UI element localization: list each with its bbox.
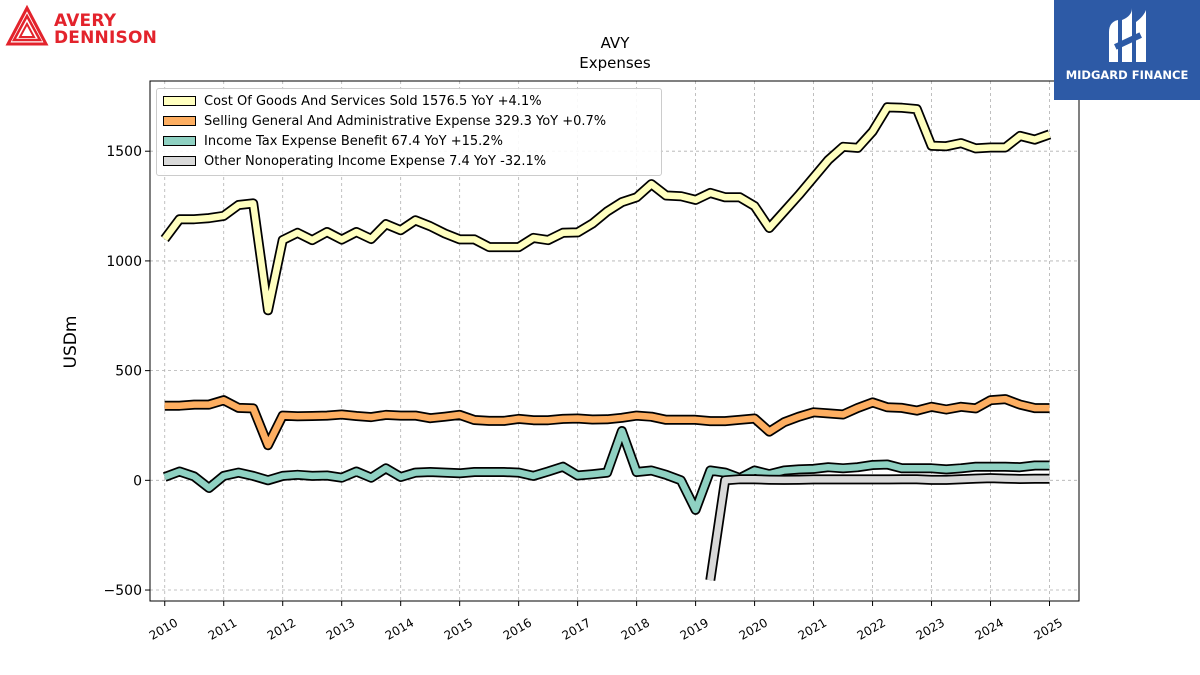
avery-dennison-logo: AVERY DENNISON bbox=[4, 4, 174, 48]
legend-label-other-nonop: Other Nonoperating Income Expense 7.4 Yo… bbox=[204, 154, 547, 169]
legend-label-income-tax: Income Tax Expense Benefit 67.4 YoY +15.… bbox=[204, 134, 503, 149]
x-tick-label: 2017 bbox=[560, 615, 593, 642]
legend-label-sga: Selling General And Administrative Expen… bbox=[204, 114, 607, 129]
x-tick-label: 2013 bbox=[324, 615, 357, 642]
x-tick-label: 2019 bbox=[678, 615, 711, 642]
x-tick-label: 2014 bbox=[383, 615, 416, 642]
chart-title: AVY bbox=[601, 34, 631, 52]
x-tick-label: 2024 bbox=[973, 615, 1006, 642]
y-axis-label: USDm bbox=[61, 316, 81, 369]
avery-dennison-logo-icon bbox=[5, 4, 49, 46]
x-tick-label: 2018 bbox=[619, 615, 652, 642]
x-tick-label: 2011 bbox=[206, 615, 239, 642]
series-group bbox=[160, 102, 1052, 581]
x-tick-label: 2022 bbox=[855, 615, 888, 642]
x-tick-label: 2020 bbox=[737, 615, 770, 642]
y-tick-label: 0 bbox=[133, 473, 142, 489]
y-tick-label: 1000 bbox=[106, 254, 142, 270]
other-nonop-line bbox=[707, 474, 1050, 581]
x-tick-label: 2010 bbox=[147, 615, 180, 642]
midgard-finance-text: MIDGARD FINANCE bbox=[1065, 68, 1189, 82]
x-tick-label: 2012 bbox=[265, 615, 298, 642]
logo-line1: AVERY bbox=[54, 11, 117, 31]
other-nonop-line-outline bbox=[705, 473, 1050, 581]
legend-label-cogs: Cost Of Goods And Services Sold 1576.5 Y… bbox=[204, 94, 542, 109]
logo-line2: DENNISON bbox=[54, 28, 158, 48]
y-axis-ticks: −500 0 500 1000 1500 bbox=[104, 144, 150, 599]
y-tick-label: −500 bbox=[104, 583, 142, 599]
legend-swatch-other-nonop bbox=[163, 156, 196, 166]
x-tick-label: 2021 bbox=[796, 615, 829, 642]
midgard-finance-logo: MIDGARD FINANCE bbox=[1054, 0, 1200, 100]
plot-area-frame bbox=[149, 80, 1080, 602]
x-tick-label: 2025 bbox=[1032, 615, 1065, 642]
y-tick-label: 1500 bbox=[106, 144, 142, 160]
chart-subtitle: Expenses bbox=[579, 54, 651, 72]
y-tick-label: 500 bbox=[115, 364, 142, 380]
x-axis-ticks: 2010 2011 2012 2013 2014 2015 2016 2017 2018 2019… bbox=[147, 601, 1065, 643]
x-tick-label: 2015 bbox=[442, 615, 475, 642]
x-tick-label: 2023 bbox=[914, 615, 947, 642]
legend-swatch-sga bbox=[163, 116, 196, 126]
income-tax-line bbox=[163, 427, 1050, 514]
legend-swatch-income-tax bbox=[163, 136, 196, 146]
sga-line bbox=[164, 395, 1050, 449]
chart-legend: Cost Of Goods And Services Sold 1576.5 Y… bbox=[156, 88, 662, 176]
cogs-line bbox=[162, 104, 1051, 314]
legend-swatch-cogs bbox=[163, 96, 196, 106]
x-tick-label: 2016 bbox=[501, 615, 534, 642]
midgard-finance-icon bbox=[1109, 8, 1146, 62]
